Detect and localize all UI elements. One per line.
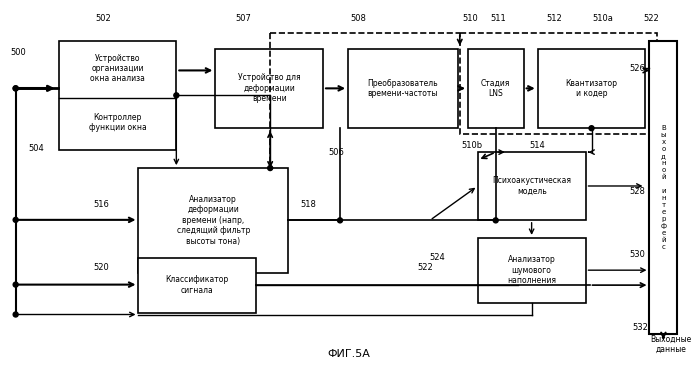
Text: Выходные
данные: Выходные данные (651, 335, 692, 354)
Circle shape (13, 217, 18, 222)
Text: 512: 512 (547, 14, 563, 23)
Circle shape (268, 166, 273, 171)
Text: 510b: 510b (462, 141, 483, 150)
FancyBboxPatch shape (138, 168, 288, 273)
Text: 524: 524 (429, 253, 445, 262)
Circle shape (13, 86, 18, 91)
Text: 514: 514 (530, 141, 545, 150)
Text: 507: 507 (236, 14, 251, 23)
Text: Анализатор
деформации
времени (напр,
следящий фильтр
высоты тона): Анализатор деформации времени (напр, сле… (177, 195, 250, 246)
Text: 532: 532 (633, 323, 648, 332)
Circle shape (338, 218, 343, 223)
Circle shape (174, 93, 179, 98)
Text: Преобразователь
времени-частоты: Преобразователь времени-частоты (368, 79, 438, 98)
Circle shape (589, 126, 594, 131)
Text: 508: 508 (350, 14, 366, 23)
Text: Устройство
организации
окна анализа: Устройство организации окна анализа (90, 54, 145, 83)
Text: 506: 506 (328, 148, 344, 157)
Text: 518: 518 (300, 200, 316, 210)
FancyBboxPatch shape (138, 258, 257, 313)
Text: Психоакустическая
модель: Психоакустическая модель (492, 176, 571, 196)
Text: 528: 528 (629, 188, 645, 196)
FancyBboxPatch shape (468, 48, 524, 128)
Text: Устройство для
деформации
времени: Устройство для деформации времени (238, 73, 301, 103)
Text: Квантизатор
и кодер: Квантизатор и кодер (565, 79, 617, 98)
Text: 500: 500 (10, 48, 27, 57)
Text: 511: 511 (491, 14, 507, 23)
Circle shape (13, 312, 18, 317)
Text: Классификатор
сигнала: Классификатор сигнала (166, 275, 229, 295)
Text: 502: 502 (96, 14, 111, 23)
Text: 520: 520 (94, 263, 109, 272)
FancyBboxPatch shape (477, 152, 586, 220)
Text: 522: 522 (643, 14, 659, 23)
Circle shape (493, 218, 498, 223)
FancyBboxPatch shape (477, 238, 586, 302)
Circle shape (13, 86, 18, 91)
Text: Стадия
LNS: Стадия LNS (481, 79, 510, 98)
Text: 530: 530 (629, 250, 645, 259)
Circle shape (13, 282, 18, 287)
Text: 504: 504 (29, 143, 45, 153)
Text: 516: 516 (94, 200, 109, 210)
Text: В
ы
х
о
д
н
о
й
 
и
н
т
е
р
ф
е
й
с: В ы х о д н о й и н т е р ф е й с (661, 125, 666, 250)
Text: Анализатор
шумового
наполнения: Анализатор шумового наполнения (507, 255, 556, 285)
Text: 526: 526 (629, 64, 645, 73)
FancyBboxPatch shape (215, 48, 323, 128)
Text: 522: 522 (418, 263, 433, 272)
FancyBboxPatch shape (348, 48, 458, 128)
FancyBboxPatch shape (538, 48, 645, 128)
Text: ФИГ.5А: ФИГ.5А (328, 349, 370, 359)
Text: Контроллер
функции окна: Контроллер функции окна (89, 113, 146, 132)
Text: 510a: 510a (593, 14, 614, 23)
FancyBboxPatch shape (59, 40, 176, 150)
FancyBboxPatch shape (649, 40, 677, 334)
Text: 510: 510 (463, 14, 479, 23)
